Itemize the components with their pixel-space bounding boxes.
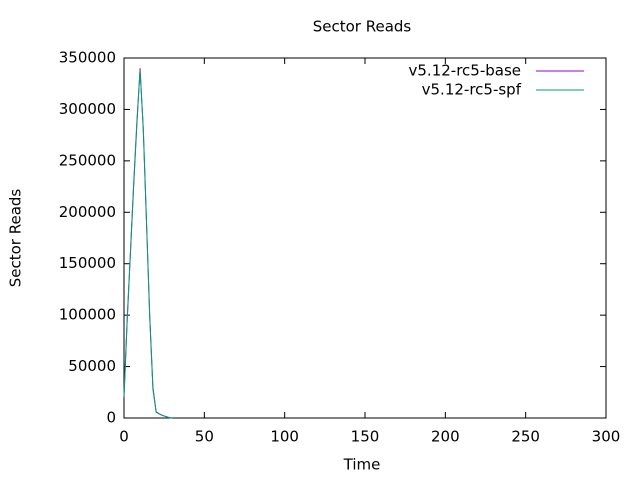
x-tick-label: 250 bbox=[511, 428, 540, 446]
x-tick-label: 100 bbox=[270, 428, 299, 446]
chart-title: Sector Reads bbox=[313, 18, 412, 36]
x-tick-label: 200 bbox=[431, 428, 460, 446]
y-tick-label: 0 bbox=[106, 409, 116, 427]
y-axis-label: Sector Reads bbox=[7, 189, 25, 288]
y-tick-label: 350000 bbox=[59, 49, 116, 67]
x-tick-label: 0 bbox=[119, 428, 129, 446]
x-axis-label: Time bbox=[343, 456, 381, 474]
x-tick-label: 300 bbox=[592, 428, 621, 446]
y-tick-label: 50000 bbox=[68, 357, 116, 375]
line-series bbox=[123, 70, 173, 419]
x-tick-label: 150 bbox=[351, 428, 380, 446]
legend-label: v5.12-rc5-base bbox=[409, 62, 522, 80]
y-tick-label: 250000 bbox=[59, 151, 116, 169]
legend-label: v5.12-rc5-spf bbox=[422, 81, 522, 99]
x-tick-label: 50 bbox=[195, 428, 214, 446]
y-tick-label: 100000 bbox=[59, 306, 116, 324]
y-tick-label: 300000 bbox=[59, 100, 116, 118]
y-tick-label: 150000 bbox=[59, 254, 116, 272]
y-tick-label: 200000 bbox=[59, 203, 116, 221]
